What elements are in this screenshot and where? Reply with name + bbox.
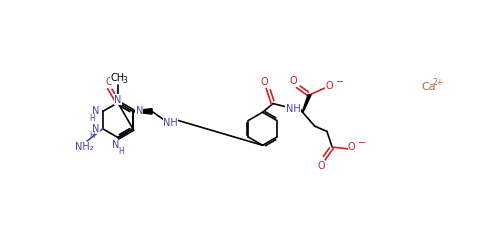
Text: O: O [261,77,268,87]
Polygon shape [133,109,152,114]
Text: O: O [290,76,297,86]
Text: N: N [93,106,100,116]
Text: CH: CH [111,73,125,83]
Text: 2+: 2+ [432,78,444,87]
Text: −: − [358,138,366,148]
Text: N: N [112,140,119,150]
Text: O: O [326,81,333,91]
Text: −: − [336,77,344,87]
Text: O: O [106,77,113,87]
Text: NH: NH [286,105,300,114]
Text: Ca: Ca [422,82,436,92]
Text: H: H [89,114,94,123]
Text: 3: 3 [122,76,128,85]
Text: NH₂: NH₂ [74,142,94,152]
Text: N: N [92,106,100,116]
Text: O: O [318,160,325,171]
Polygon shape [302,95,311,112]
Text: H: H [89,131,94,140]
Text: N: N [136,106,143,116]
Text: N: N [92,124,100,134]
Text: H: H [118,147,124,156]
Text: O: O [348,142,356,152]
Text: N: N [114,95,122,105]
Text: NH: NH [163,118,178,128]
